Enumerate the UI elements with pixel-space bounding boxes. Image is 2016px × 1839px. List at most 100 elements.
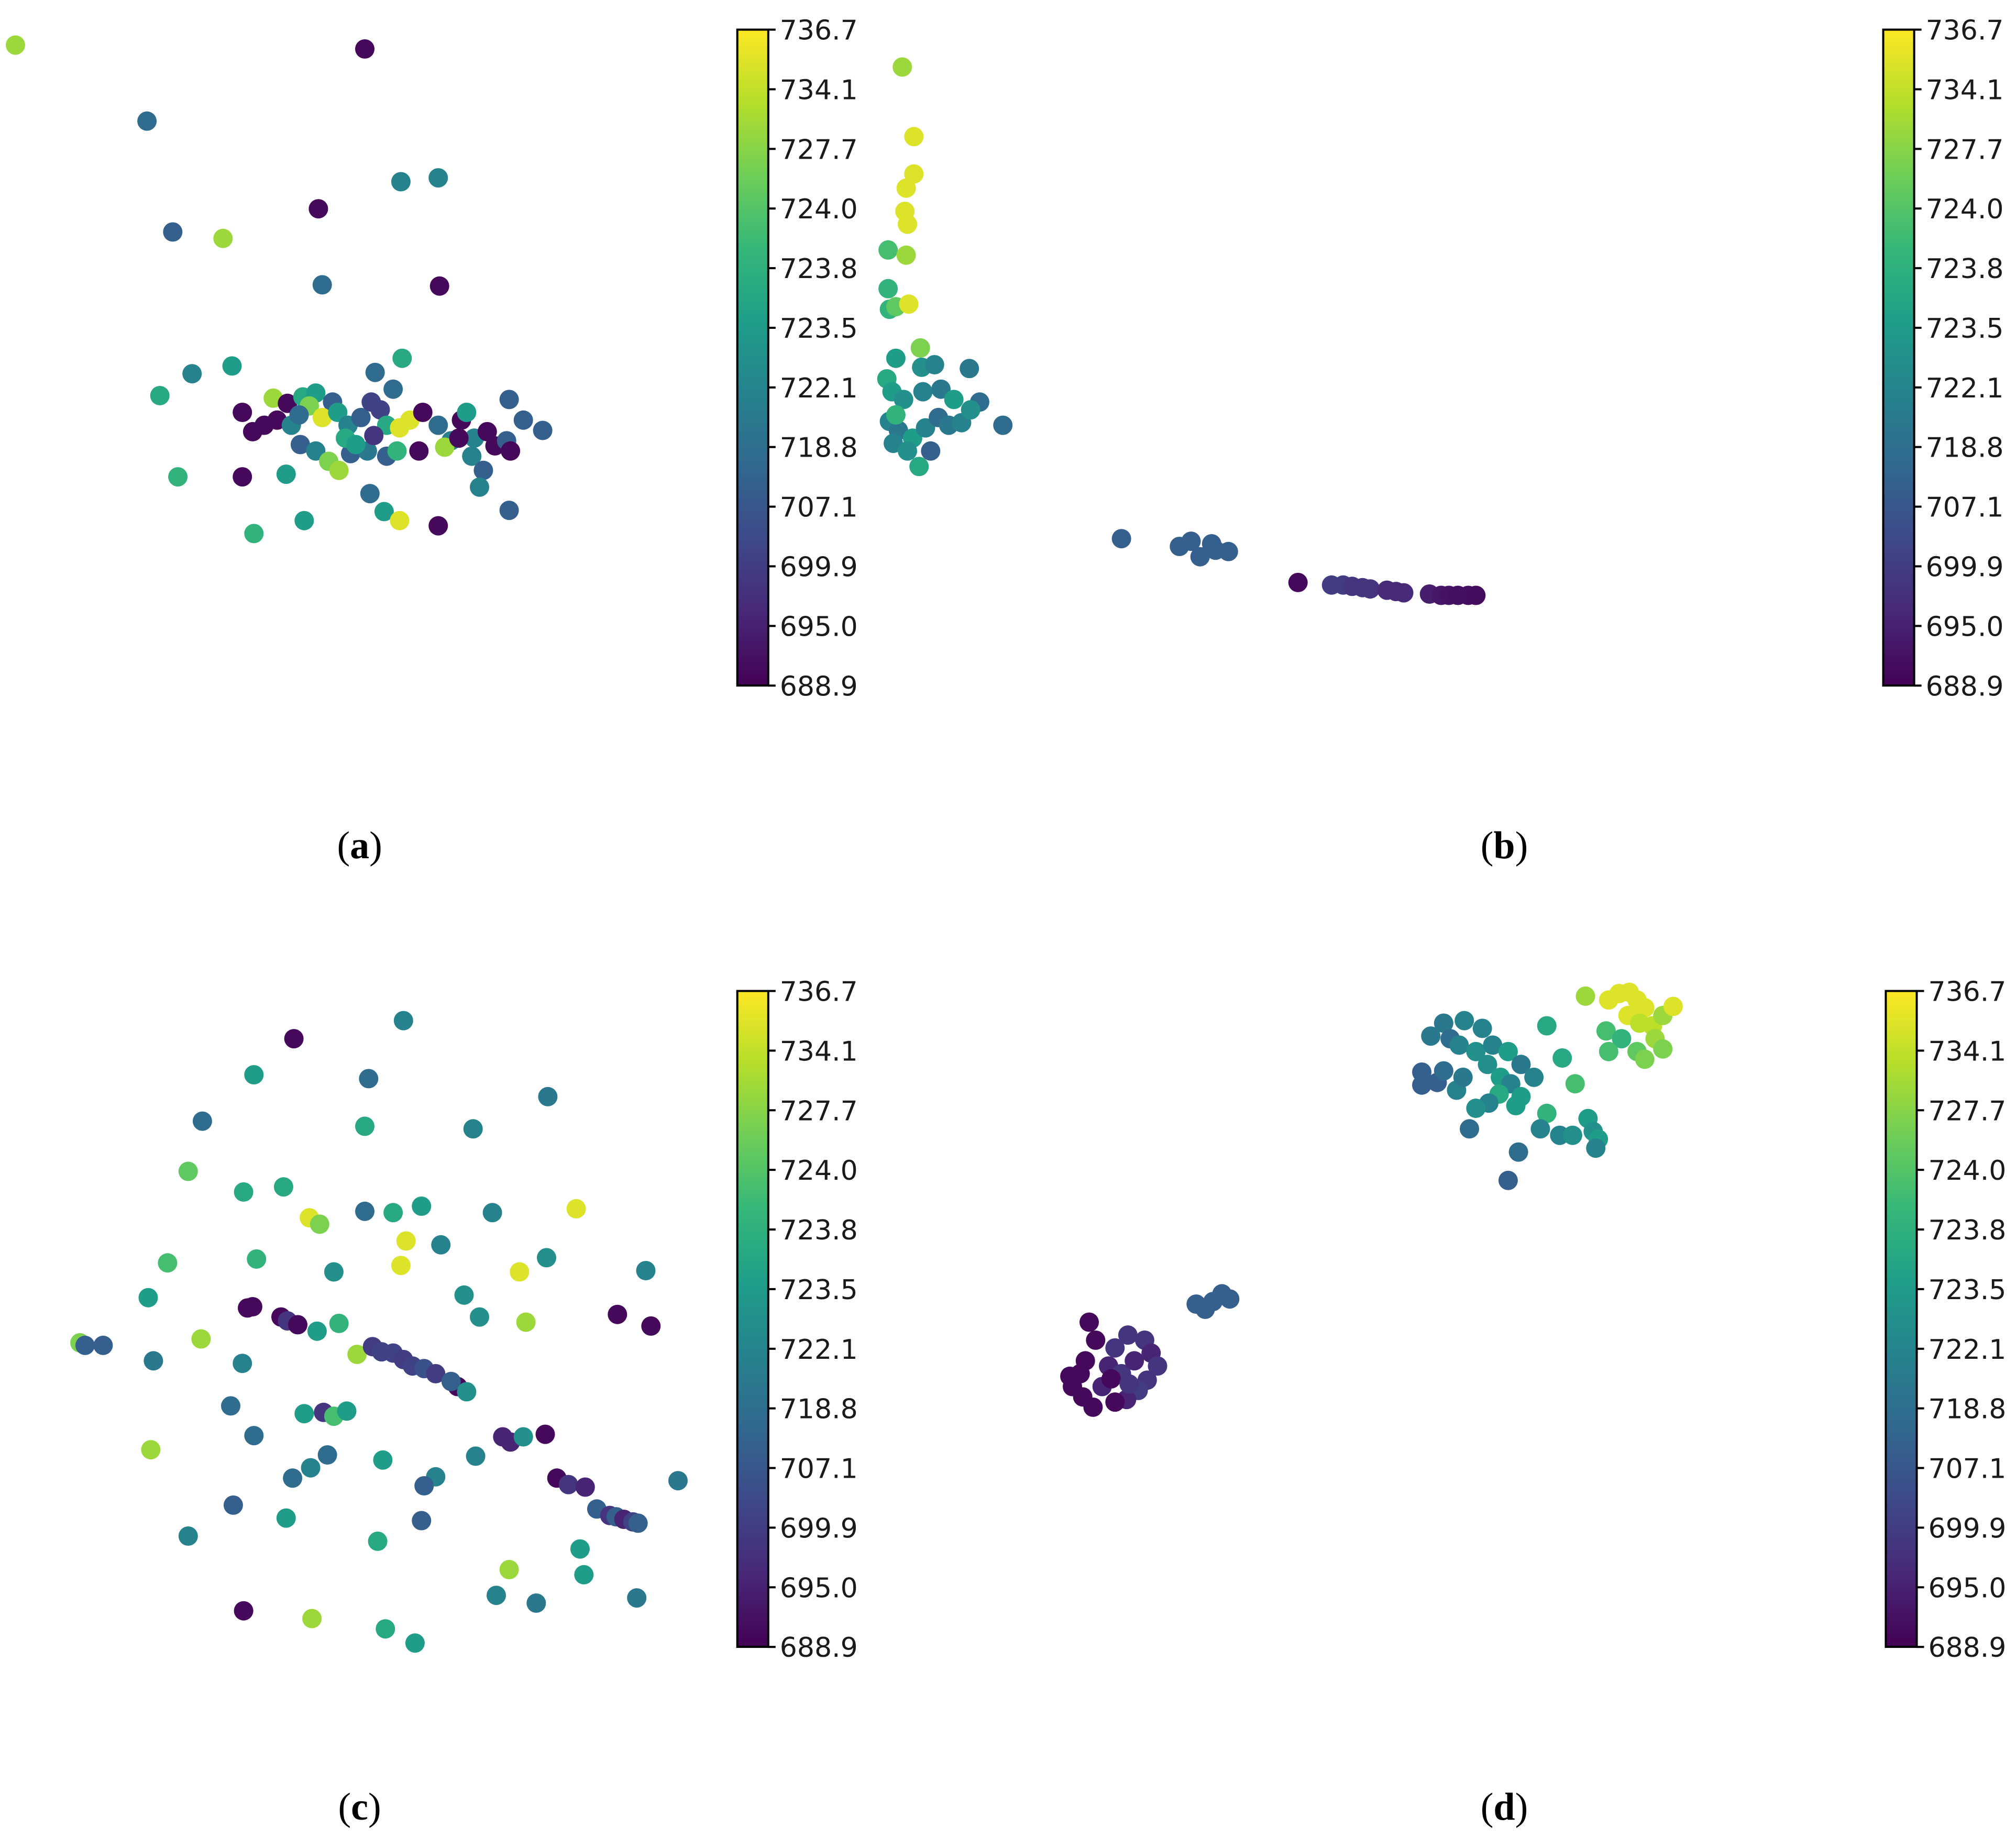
panel-d-point-54 xyxy=(1586,1138,1606,1158)
panel-d-point-38 xyxy=(1466,1099,1486,1118)
panel-c-point-33 xyxy=(288,1315,307,1335)
panel-b-colorbar-bar xyxy=(1882,28,1915,687)
panel-d-point-47 xyxy=(1537,1103,1557,1123)
panel-c-point-57 xyxy=(221,1396,240,1416)
panel-a-point-64 xyxy=(470,477,489,497)
panel-c-points xyxy=(70,1011,688,1653)
panel-a-point-14 xyxy=(365,362,385,382)
panel-d-point-83 xyxy=(1060,1366,1080,1386)
panel-c-point-52 xyxy=(144,1351,163,1371)
panel-c-point-17 xyxy=(566,1199,586,1218)
panel-b-point-44 xyxy=(1218,541,1238,561)
panel-a-colorbar-tick-label-0: 736.7 xyxy=(780,15,858,47)
panel-c-point-72 xyxy=(283,1468,303,1488)
panel-c-point-6 xyxy=(355,1116,374,1136)
panel-a-point-62 xyxy=(462,446,482,466)
panel-d-point-27 xyxy=(1483,1035,1503,1055)
panel-d-colorbar-tick-label-1: 734.1 xyxy=(1929,1036,2007,1067)
panel-c-point-40 xyxy=(75,1335,95,1355)
panel-c-label: (c) xyxy=(338,1786,381,1829)
panel-c-point-53 xyxy=(233,1354,252,1373)
panel-c-point-61 xyxy=(337,1401,357,1421)
panel-c-point-44 xyxy=(347,1345,367,1364)
panel-d-point-14 xyxy=(1635,1049,1655,1069)
panel-d-point-32 xyxy=(1511,1055,1531,1074)
panel-d-point-44 xyxy=(1453,1067,1473,1087)
panel-d-colorbar-tick-label-2: 727.7 xyxy=(1929,1095,2007,1127)
panel-c-point-9 xyxy=(234,1182,254,1202)
panel-b-label: (b) xyxy=(1481,824,1528,867)
panel-b-colorbar-tick-label-6: 722.1 xyxy=(1926,373,2004,404)
panel-c-point-35 xyxy=(470,1307,489,1327)
panel-b-point-50 xyxy=(1360,579,1380,599)
panel-b-point-16 xyxy=(960,359,979,379)
panel-a-points xyxy=(6,35,553,544)
panel-b-point-37 xyxy=(886,405,906,425)
panel-a-point-41 xyxy=(477,422,497,441)
panel-c-colorbar-tick-label-1: 734.1 xyxy=(780,1036,858,1067)
panel-c-point-93 xyxy=(574,1565,594,1585)
panel-c-colorbar-tick-label-2: 727.7 xyxy=(780,1095,858,1127)
panel-c-point-37 xyxy=(608,1304,627,1324)
panel-c-point-0 xyxy=(284,1029,304,1049)
panel-c-colorbar-tick-label-4: 723.8 xyxy=(780,1215,858,1246)
panel-c-point-87 xyxy=(628,1513,648,1533)
panel-c-point-95 xyxy=(627,1588,647,1608)
panel-d-point-56 xyxy=(1498,1170,1518,1190)
panel-d-point-48 xyxy=(1530,1119,1550,1139)
panel-a-point-63 xyxy=(473,460,493,480)
panel-d-point-22 xyxy=(1472,1018,1492,1038)
panel-d-point-55 xyxy=(1508,1142,1528,1162)
panel-b-point-5 xyxy=(898,214,917,234)
panel-c-point-22 xyxy=(324,1262,344,1282)
panel-d-colorbar-tick-label-3: 724.0 xyxy=(1929,1155,2007,1187)
panel-c-point-88 xyxy=(178,1526,198,1546)
panel-d-colorbar-tick-label-4: 723.8 xyxy=(1929,1215,2007,1246)
panel-c-point-13 xyxy=(355,1201,374,1221)
panel-b-point-32 xyxy=(961,400,981,420)
panel-b-point-22 xyxy=(944,390,964,409)
panel-b-point-34 xyxy=(898,441,917,461)
panel-c-point-23 xyxy=(391,1256,411,1276)
panel-c-point-5 xyxy=(192,1111,212,1131)
panel-a-colorbar-tick-label-2: 727.7 xyxy=(780,134,858,165)
panel-b-point-21 xyxy=(931,379,951,399)
panel-a-point-45 xyxy=(499,390,519,409)
panel-c-point-18 xyxy=(396,1231,416,1251)
panel-c-point-24 xyxy=(510,1262,530,1282)
panel-a-point-70 xyxy=(428,516,448,536)
panel-b-point-28 xyxy=(916,418,935,438)
panel-b-point-35 xyxy=(921,441,941,461)
panel-c-point-38 xyxy=(641,1316,661,1336)
panel-c-colorbar-tick-label-3: 724.0 xyxy=(780,1155,858,1187)
panel-b-colorbar-tick-label-2: 727.7 xyxy=(1926,134,2004,165)
panel-b-point-20 xyxy=(913,382,933,402)
panel-d-point-71 xyxy=(1148,1356,1167,1376)
panel-b-colorbar: 736.7 734.1 727.7 724.0 723.8 723.5 722.1 718.8… xyxy=(1882,15,2004,702)
panel-c-point-67 xyxy=(141,1440,161,1460)
panel-c-point-27 xyxy=(138,1288,158,1308)
panel-d-point-5 xyxy=(1635,998,1655,1017)
panel-d-point-42 xyxy=(1412,1075,1431,1095)
panel-d-point-43 xyxy=(1434,1061,1453,1081)
panel-a-point-39 xyxy=(457,403,477,422)
panel-d-point-20 xyxy=(1455,1011,1474,1031)
panel-c-point-16 xyxy=(482,1203,502,1223)
panel-a-point-61 xyxy=(449,428,469,448)
panel-c-point-71 xyxy=(301,1458,321,1478)
panel-b-colorbar-tick-label-5: 723.5 xyxy=(1926,313,2004,345)
panel-c-point-77 xyxy=(575,1477,595,1497)
panel-d-point-46 xyxy=(1506,1096,1526,1115)
panel-b-colorbar-tick-label-0: 736.7 xyxy=(1926,15,2004,47)
panel-a-point-3 xyxy=(163,222,183,242)
panel-a-point-27 xyxy=(328,403,348,422)
panel-c-point-90 xyxy=(570,1539,590,1559)
panel-a-point-29 xyxy=(351,407,371,427)
panel-c-point-21 xyxy=(247,1249,267,1269)
panel-c-colorbar-tick-label-8: 707.1 xyxy=(780,1454,858,1485)
panel-a-colorbar-tick-label-5: 723.5 xyxy=(780,313,858,345)
panel-c-point-2 xyxy=(244,1065,264,1084)
panel-c-point-81 xyxy=(412,1511,432,1531)
panel-b-point-0 xyxy=(893,57,912,77)
panel-b-point-11 xyxy=(899,294,919,314)
